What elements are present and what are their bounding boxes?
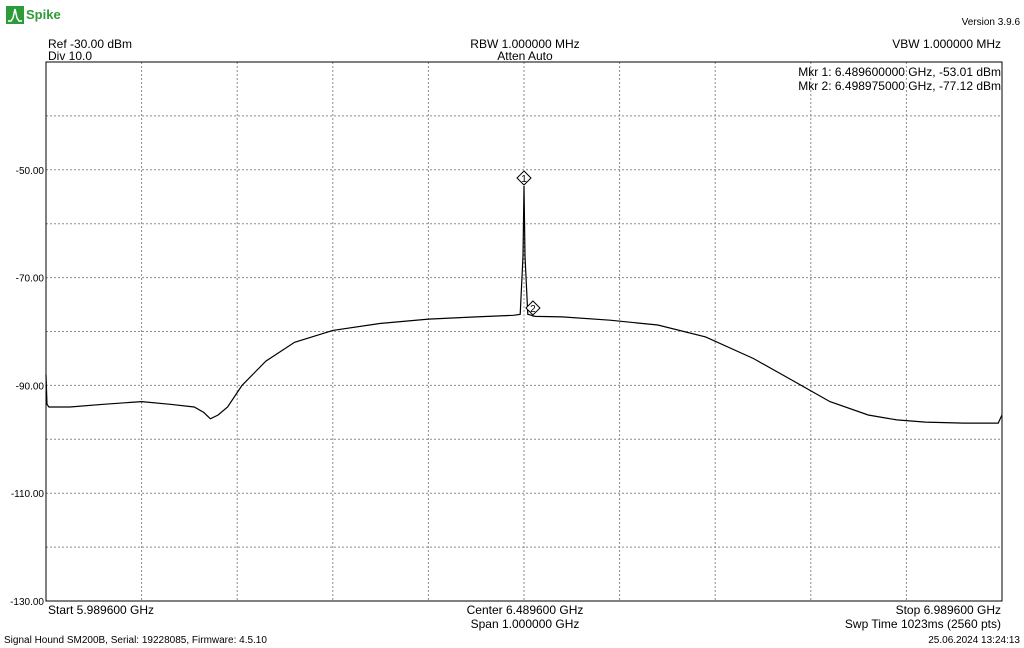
marker-layer: 12 xyxy=(516,170,541,316)
stop-frequency-label: Stop 6.989600 GHz xyxy=(895,603,1001,617)
atten-label: Atten Auto xyxy=(497,49,553,63)
y-tick-label: -110.00 xyxy=(11,489,45,500)
marker-diamond-icon xyxy=(525,300,541,316)
marker-2: 2 xyxy=(525,300,541,316)
marker-label: 2 xyxy=(530,304,536,315)
version-label: Version 3.9.6 xyxy=(961,17,1020,28)
spike-logo: Spike xyxy=(6,6,62,24)
y-tick-label: -70.00 xyxy=(16,274,45,285)
device-info: Signal Hound SM200B, Serial: 19228085, F… xyxy=(4,635,267,646)
span-label: Span 1.000000 GHz xyxy=(470,617,580,631)
y-tick-label: -130.00 xyxy=(10,597,44,608)
plot-grid xyxy=(45,61,1003,602)
sweep-time-label: Swp Time 1023ms (2560 pts) xyxy=(844,617,1001,631)
trace-layer xyxy=(45,185,1003,424)
vbw-label: VBW 1.000000 MHz xyxy=(892,37,1001,51)
marker-diamond-icon xyxy=(516,170,532,186)
y-tick-label: -50.00 xyxy=(16,166,45,177)
y-tick-label: -90.00 xyxy=(16,381,45,392)
marker-1: 1 xyxy=(516,170,532,186)
marker-1-readout: Mkr 1: 6.489600000 GHz, -53.01 dBm xyxy=(798,65,1001,79)
plot-frame xyxy=(45,61,1003,602)
spike-logo-icon xyxy=(6,6,24,24)
center-frequency-label: Center 6.489600 GHz xyxy=(466,603,584,617)
timestamp: 25.06.2024 13:24:13 xyxy=(928,635,1020,646)
marker-label: 1 xyxy=(521,174,527,185)
logo-text: Spike xyxy=(26,7,61,22)
y-tick-labels: -50.00 -70.00 -90.00 -110.00 -130.00 xyxy=(10,166,44,608)
marker-2-readout: Mkr 2: 6.498975000 GHz, -77.12 dBm xyxy=(798,79,1001,93)
spectrum-trace xyxy=(45,185,1003,424)
ref-level-label: Ref -30.00 dBm xyxy=(48,37,133,51)
rbw-label: RBW 1.000000 MHz xyxy=(470,37,580,51)
div-label: Div 10.0 xyxy=(48,49,93,63)
start-frequency-label: Start 5.989600 GHz xyxy=(48,603,155,617)
